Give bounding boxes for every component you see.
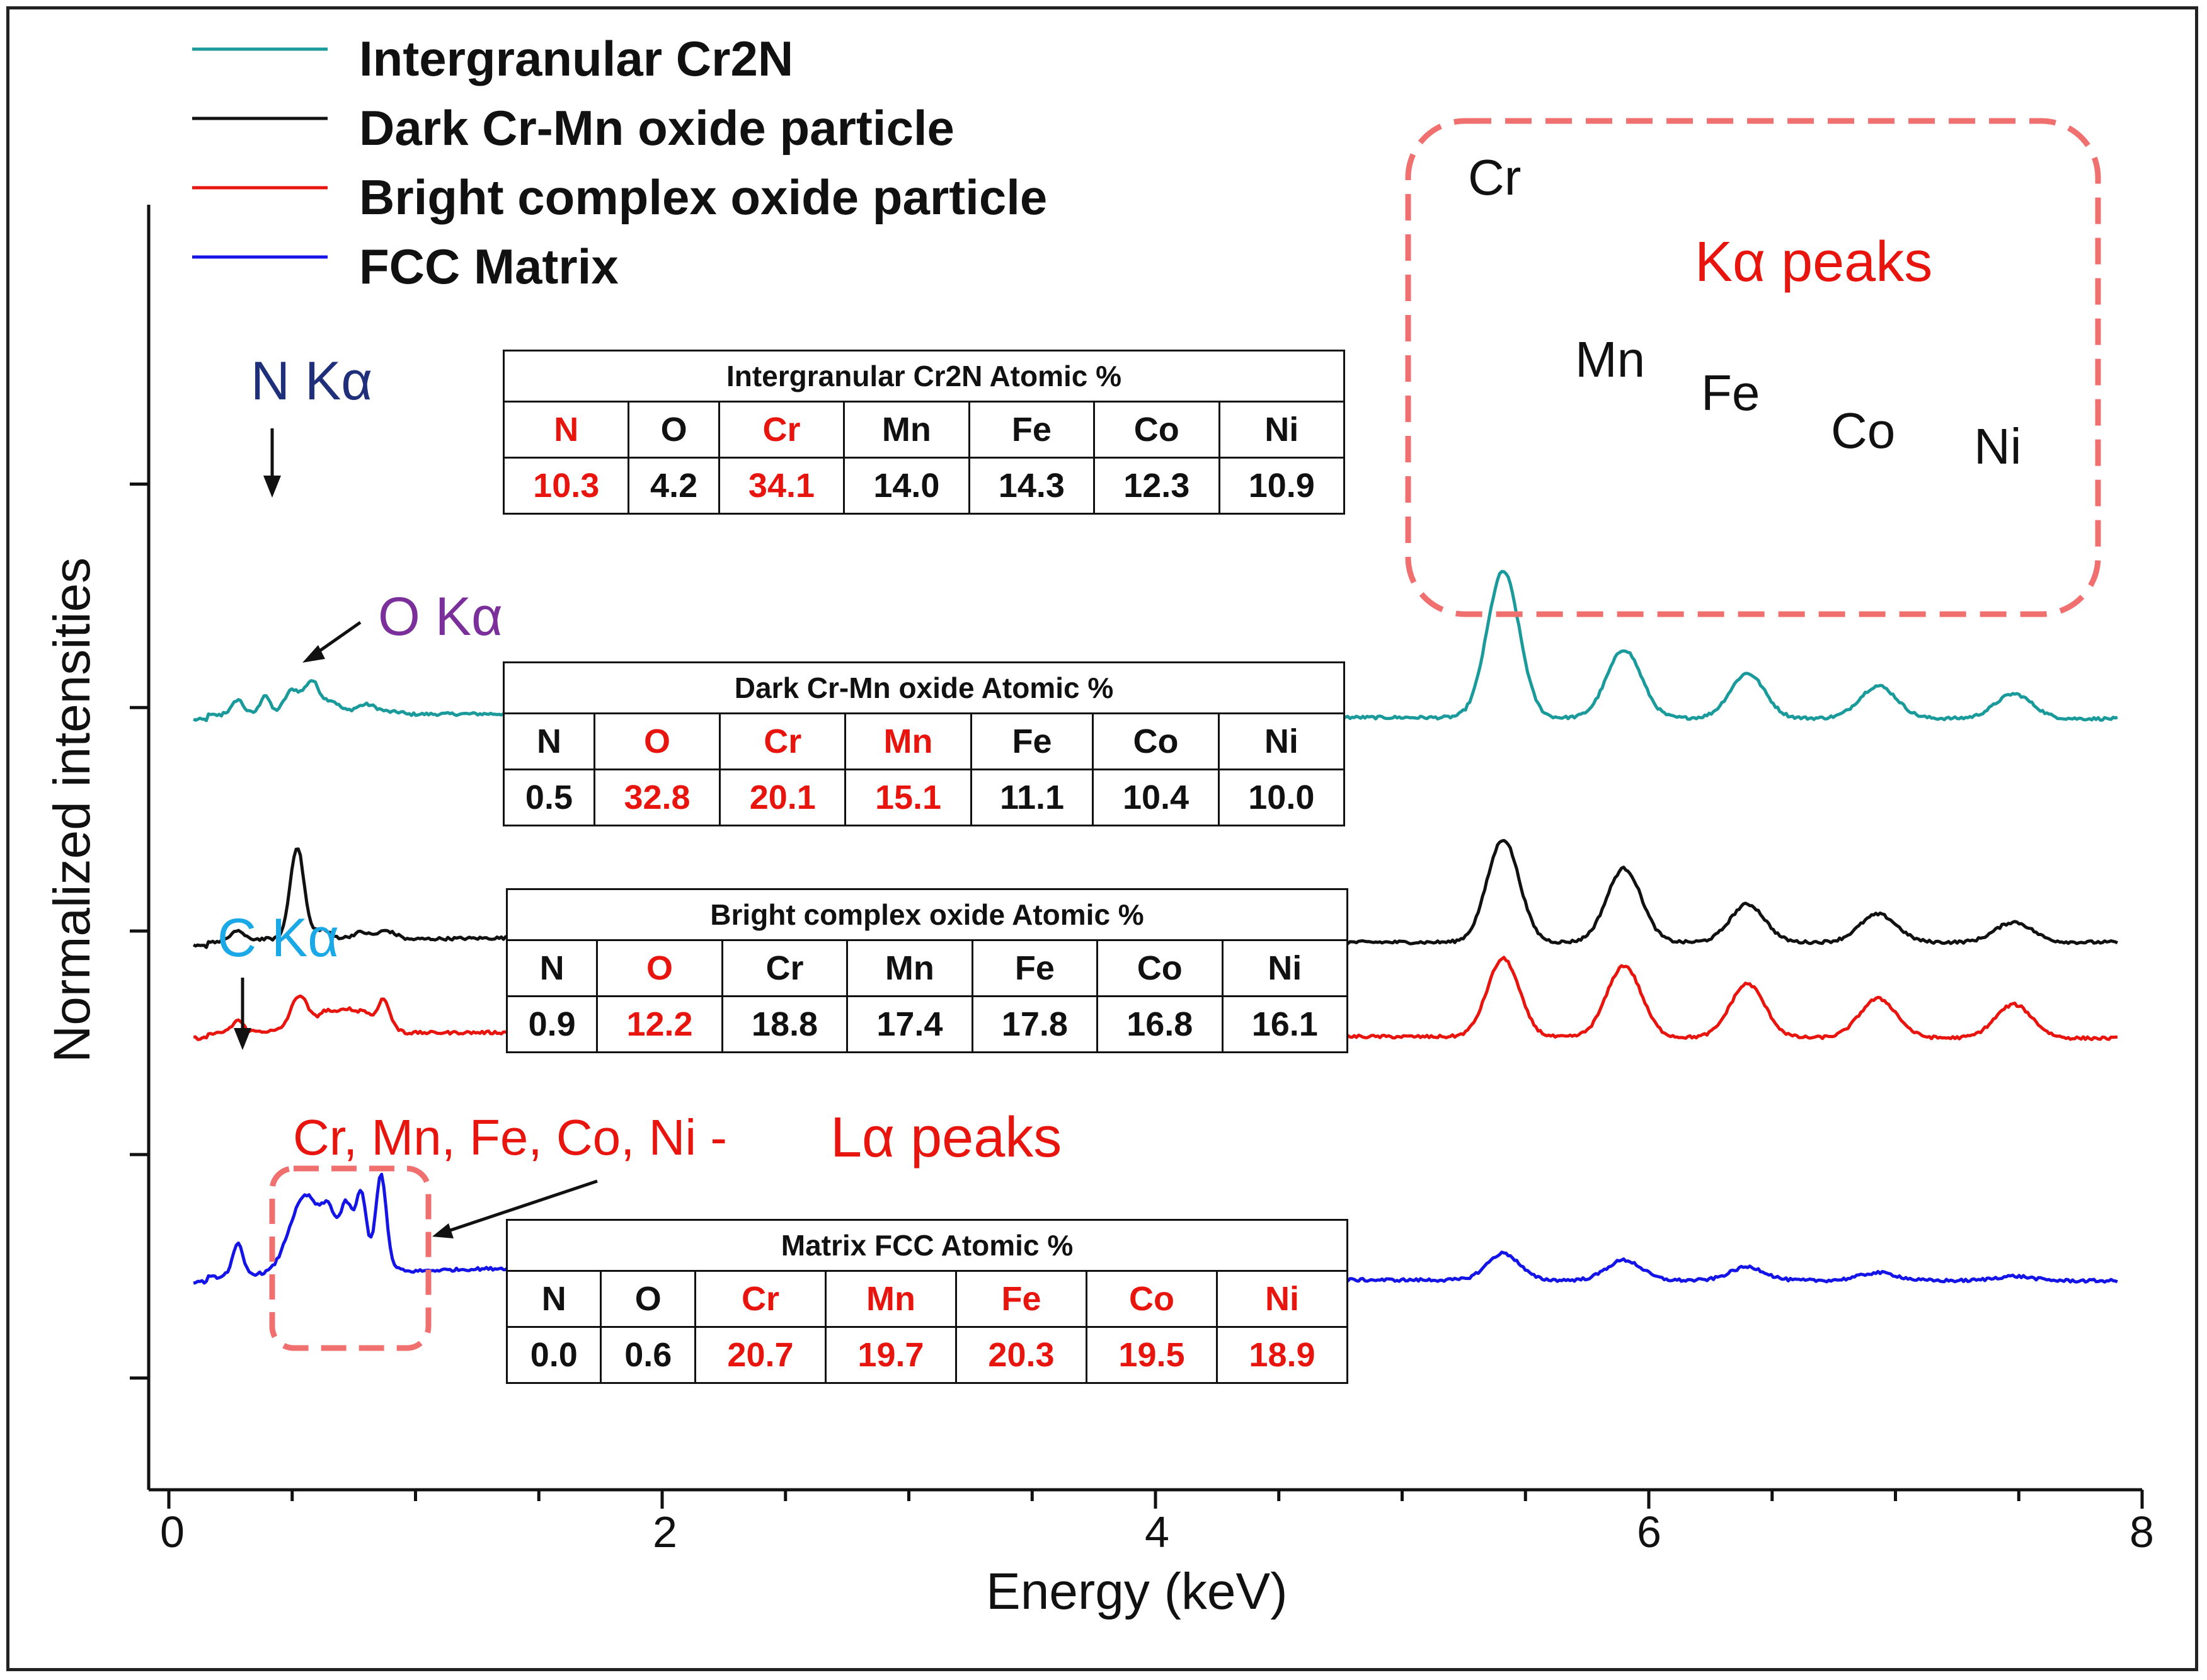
- peak-label-cr: Cr: [1468, 149, 1522, 205]
- o-k-alpha-annotation: O Kα: [378, 586, 503, 647]
- x-tick-label-2: 2: [653, 1507, 677, 1557]
- table-value-n: 10.3: [502, 457, 630, 515]
- peak-label-co: Co: [1831, 403, 1896, 459]
- table-title: Matrix FCC Atomic %: [506, 1219, 1348, 1272]
- table-header-mn: Mn: [824, 1270, 957, 1328]
- table-value-cr: 20.1: [719, 769, 847, 826]
- n-k-alpha-annotation: N Kα: [251, 351, 373, 411]
- k-alpha-highlight-box: [1405, 118, 2101, 617]
- l-alpha-arrow: [440, 1179, 598, 1235]
- table-header-o: O: [600, 1270, 696, 1328]
- x-tick-label-8: 8: [2130, 1507, 2154, 1557]
- o-k-alpha-arrowhead: [302, 645, 325, 663]
- table-header-mn: Mn: [846, 939, 973, 997]
- table-value-n: 0.5: [503, 769, 595, 826]
- table-value-o: 0.6: [600, 1326, 696, 1384]
- table-value-cr: 20.7: [694, 1326, 827, 1384]
- table-header-o: O: [596, 939, 723, 997]
- l-alpha-arrowhead: [432, 1223, 454, 1238]
- table-value-mn: 19.7: [824, 1326, 957, 1384]
- table-value-cr: 34.1: [718, 457, 846, 515]
- legend-label-fcc-matrix: FCC Matrix: [359, 239, 619, 294]
- table-value-o: 12.2: [596, 995, 723, 1053]
- table-value-fe: 17.8: [971, 995, 1099, 1053]
- table-value-n: 0.0: [505, 1326, 602, 1384]
- dark-oxide-composition-table: Dark Cr-Mn oxide Atomic % N O Cr Mn Fe C…: [503, 661, 1346, 826]
- table-header-o: O: [628, 401, 720, 459]
- table-value-co: 12.3: [1093, 457, 1220, 515]
- table-header-co: Co: [1093, 401, 1220, 459]
- l-alpha-highlight-box: [269, 1165, 432, 1351]
- legend-label-bright-oxide: Bright complex oxide particle: [359, 169, 1048, 225]
- table-value-ni: 10.9: [1218, 457, 1345, 515]
- table-value-ni: 18.9: [1215, 1326, 1349, 1384]
- c-k-alpha-arrowhead: [234, 1028, 251, 1050]
- table-value-mn: 15.1: [844, 769, 972, 826]
- n-k-alpha-arrowhead: [263, 476, 281, 498]
- table-header-o: O: [593, 712, 721, 770]
- table-value-mn: 14.0: [843, 457, 970, 515]
- peak-label-fe: Fe: [1701, 365, 1760, 421]
- peak-label-mn: Mn: [1575, 331, 1646, 387]
- table-header-mn: Mn: [844, 712, 972, 770]
- legend-label-dark-oxide: Dark Cr-Mn oxide particle: [359, 100, 954, 156]
- table-header-n: N: [503, 712, 595, 770]
- legend-label-cr2n: Intergranular Cr2N: [359, 31, 794, 86]
- table-header-co: Co: [1096, 939, 1224, 997]
- table-value-cr: 18.8: [721, 995, 849, 1053]
- table-header-cr: Cr: [719, 712, 847, 770]
- table-value-fe: 11.1: [970, 769, 1094, 826]
- table-value-o: 32.8: [593, 769, 721, 826]
- table-header-fe: Fe: [971, 939, 1099, 997]
- table-value-co: 19.5: [1085, 1326, 1218, 1384]
- table-header-fe: Fe: [968, 401, 1096, 459]
- y-axis-title: Normalized intensities: [43, 557, 101, 1063]
- l-alpha-peaks-annotation: Lα peaks: [830, 1106, 1062, 1169]
- matrix-fcc-composition-table: Matrix FCC Atomic % N O Cr Mn Fe Co Ni 0…: [505, 1219, 1349, 1384]
- table-header-mn: Mn: [843, 401, 970, 459]
- table-header-ni: Ni: [1221, 939, 1348, 997]
- table-title: Bright complex oxide Atomic %: [506, 888, 1348, 941]
- table-header-n: N: [505, 1270, 602, 1328]
- x-axis-title: Energy (keV): [986, 1563, 1288, 1620]
- table-header-n: N: [502, 401, 630, 459]
- table-header-fe: Fe: [954, 1270, 1087, 1328]
- x-tick-label-4: 4: [1145, 1507, 1169, 1557]
- table-value-fe: 14.3: [968, 457, 1096, 515]
- table-header-cr: Cr: [721, 939, 849, 997]
- table-title: Intergranular Cr2N Atomic %: [503, 350, 1345, 403]
- table-value-ni: 10.0: [1217, 769, 1346, 826]
- table-header-n: N: [505, 939, 599, 997]
- table-header-co: Co: [1092, 712, 1220, 770]
- table-header-co: Co: [1085, 1270, 1218, 1328]
- figure-frame: [6, 6, 2198, 1671]
- table-header-ni: Ni: [1215, 1270, 1349, 1328]
- peak-label-ni: Ni: [1974, 418, 2022, 474]
- table-value-ni: 16.1: [1221, 995, 1348, 1053]
- table-header-fe: Fe: [970, 712, 1094, 770]
- table-value-mn: 17.4: [846, 995, 973, 1053]
- table-value-co: 10.4: [1092, 769, 1220, 826]
- table-header-cr: Cr: [694, 1270, 827, 1328]
- bright-oxide-composition-table: Bright complex oxide Atomic % N O Cr Mn …: [505, 888, 1348, 1053]
- cr2n-composition-table: Intergranular Cr2N Atomic % N O Cr Mn Fe…: [502, 350, 1345, 515]
- table-header-cr: Cr: [718, 401, 846, 459]
- l-alpha-elements-annotation: Cr, Mn, Fe, Co, Ni -: [293, 1109, 727, 1165]
- table-value-o: 4.2: [628, 457, 720, 515]
- table-header-ni: Ni: [1218, 401, 1345, 459]
- x-tick-label-0: 0: [160, 1507, 185, 1557]
- k-alpha-peaks-annotation: Kα peaks: [1695, 231, 1933, 294]
- table-header-ni: Ni: [1217, 712, 1346, 770]
- c-k-alpha-annotation: C Kα: [217, 908, 340, 968]
- table-value-fe: 20.3: [954, 1326, 1087, 1384]
- x-tick-label-6: 6: [1637, 1507, 1661, 1557]
- table-title: Dark Cr-Mn oxide Atomic %: [503, 661, 1345, 714]
- table-value-co: 16.8: [1096, 995, 1224, 1053]
- table-value-n: 0.9: [505, 995, 599, 1053]
